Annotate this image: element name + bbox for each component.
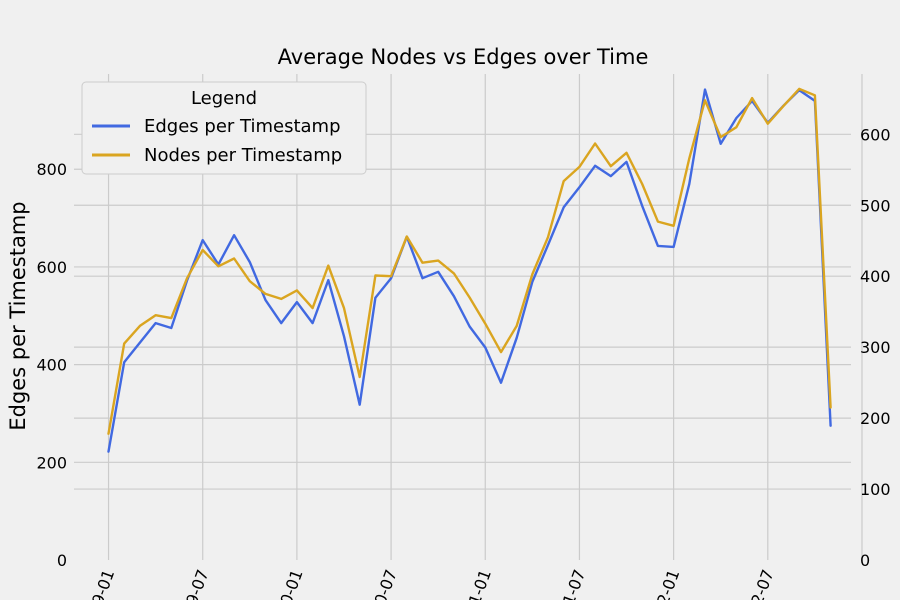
y-right-tick-label: 400	[860, 267, 891, 286]
series-line-edges	[107, 88, 832, 453]
y-right-tick-label: 500	[860, 196, 891, 215]
x-tick-label: 1-01	[465, 567, 495, 600]
y-axis-left-title: Edges per Timestamp	[6, 201, 30, 430]
legend-label-edges: Edges per Timestamp	[144, 116, 341, 137]
y-right-tick-label: 300	[860, 338, 891, 357]
legend-title: Legend	[191, 88, 257, 109]
y-right-tick-label: 0	[860, 551, 870, 570]
y-right-tick-label: 100	[860, 480, 891, 499]
legend-label-nodes: Nodes per Timestamp	[144, 145, 342, 166]
x-tick-label: 0-07	[371, 567, 401, 600]
x-tick-label: 2-07	[747, 567, 777, 600]
x-tick-label: 0-01	[276, 567, 306, 600]
y-left-tick-label: 600	[36, 258, 67, 277]
series-layer	[107, 87, 832, 453]
series-line-nodes	[107, 87, 832, 435]
y-right-tick-label: 600	[860, 125, 891, 144]
y-left-tick-label: 400	[36, 356, 67, 375]
y-left-tick-label: 0	[57, 551, 67, 570]
chart-title: Average Nodes vs Edges over Time	[278, 45, 649, 69]
legend: Legend Edges per Timestamp Nodes per Tim…	[81, 81, 367, 175]
x-tick-label: 9-07	[182, 567, 212, 600]
x-tick-label: 9-01	[88, 567, 118, 600]
x-tick-label: 2-01	[653, 567, 683, 600]
x-tick-label: 1-07	[559, 567, 589, 600]
y-left-tick-label: 800	[36, 160, 67, 179]
axes: 9-01 9-07 0-01 0-07 1-01 1-07 2-01 2-07 0 200 400 6…	[36, 125, 890, 600]
legend-box	[81, 81, 367, 175]
y-right-tick-label: 200	[860, 409, 891, 428]
y-left-tick-label: 200	[36, 453, 67, 472]
grid	[74, 74, 863, 560]
